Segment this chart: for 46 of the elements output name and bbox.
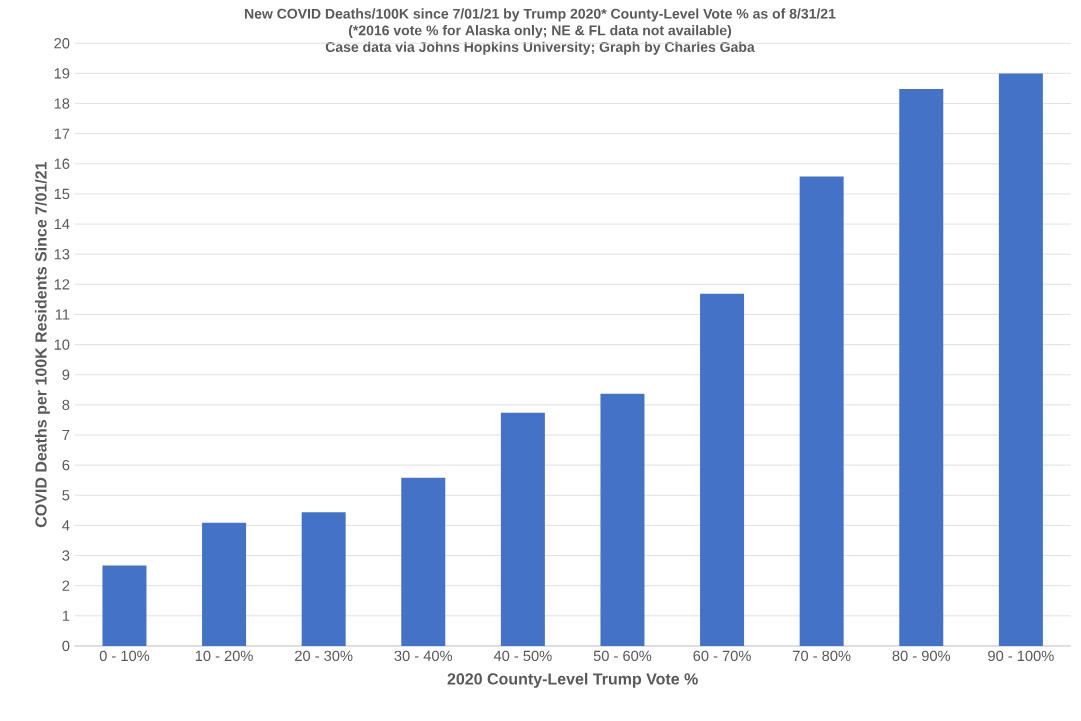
x-tick-label: 40 - 50% xyxy=(493,650,552,662)
y-tick-label: 20 xyxy=(54,38,70,49)
y-axis-title: COVID Deaths per 100K Residents Since 7/01/21 xyxy=(34,161,50,528)
y-tick-label: 3 xyxy=(62,550,70,561)
y-tick-label: 11 xyxy=(55,309,70,320)
bar xyxy=(500,412,545,646)
x-axis-title: 2020 County-Level Trump Vote % xyxy=(447,672,698,688)
y-tick-label: 6 xyxy=(62,459,70,471)
y-tick-label: 1 xyxy=(62,610,70,621)
bar xyxy=(401,477,446,646)
bar xyxy=(202,522,247,646)
x-tick-label: 60 - 70% xyxy=(693,650,751,662)
x-tick-label: 10 - 20% xyxy=(195,650,253,662)
y-tick-label: 12 xyxy=(54,279,70,290)
y-tick-label: 5 xyxy=(62,490,70,501)
y-tick-label: 13 xyxy=(54,249,70,260)
x-tick-label: 90 - 100% xyxy=(988,650,1054,662)
y-tick-label: 8 xyxy=(62,399,70,411)
chart-title: New COVID Deaths/100K since 7/01/21 by Trump 2020* County-Level Vote % as of 8/31/21 xyxy=(245,8,836,22)
bar xyxy=(799,176,844,646)
bar xyxy=(899,89,944,646)
y-tick-label: 14 xyxy=(54,219,70,230)
bar xyxy=(700,293,745,646)
y-tick-label: 16 xyxy=(54,158,70,169)
y-tick-label: 4 xyxy=(62,520,70,531)
bar xyxy=(998,73,1043,646)
x-tick-label: 80 - 90% xyxy=(892,650,951,662)
y-tick-label: 19 xyxy=(54,68,70,79)
y-tick-label: 10 xyxy=(54,339,70,350)
annotation: Case data via Johns Hopkins University; Graph by Charles Gaba xyxy=(325,41,755,55)
chart-subtitle: (*2016 vote % for Alaska only; NE & FL data not available) xyxy=(348,25,732,39)
y-tick-label: 15 xyxy=(54,188,70,200)
y-tick-label: 9 xyxy=(62,369,70,380)
bar xyxy=(102,565,147,646)
x-tick-label: 70 - 80% xyxy=(793,650,851,662)
x-tick-label: 0 - 10% xyxy=(99,650,150,662)
y-tick-label: 17 xyxy=(54,128,70,139)
x-tick-label: 20 - 30% xyxy=(295,650,353,662)
x-tick-label: 30 - 40% xyxy=(394,650,453,662)
y-tick-label: 0 xyxy=(62,640,70,652)
y-tick-label: 18 xyxy=(54,98,70,109)
y-tick-label: 2 xyxy=(62,580,70,591)
bar xyxy=(301,512,346,646)
y-tick-label: 7 xyxy=(62,429,70,441)
x-tick-label: 50 - 60% xyxy=(593,650,652,662)
bar xyxy=(600,393,645,646)
